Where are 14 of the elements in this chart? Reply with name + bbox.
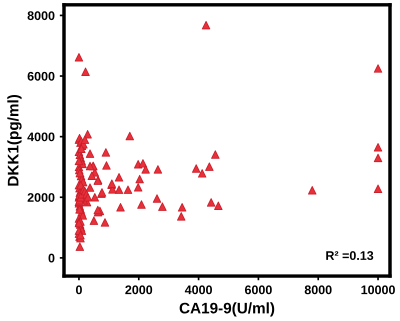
y-tick-label: 6000 (28, 72, 54, 81)
x-axis-title: CA19-9(U/ml) (180, 302, 274, 317)
y-tick-label: 8000 (28, 11, 54, 20)
x-tick-label: 0 (76, 285, 82, 294)
x-tick-label: 2000 (125, 285, 152, 294)
y-tick-label: 4000 (27, 132, 54, 142)
x-tick-label: 10000 (361, 285, 395, 294)
x-tick-label: 6000 (244, 285, 272, 294)
y-tick-label: 2000 (28, 193, 54, 202)
annotation: R² =0.13 (326, 251, 374, 260)
y-axis-title: DKK1(pg/ml) (7, 94, 22, 186)
x-tick-label: 4000 (184, 285, 212, 294)
y-tick-label: 0 (48, 254, 54, 263)
x-tick-label: 8000 (304, 285, 332, 294)
